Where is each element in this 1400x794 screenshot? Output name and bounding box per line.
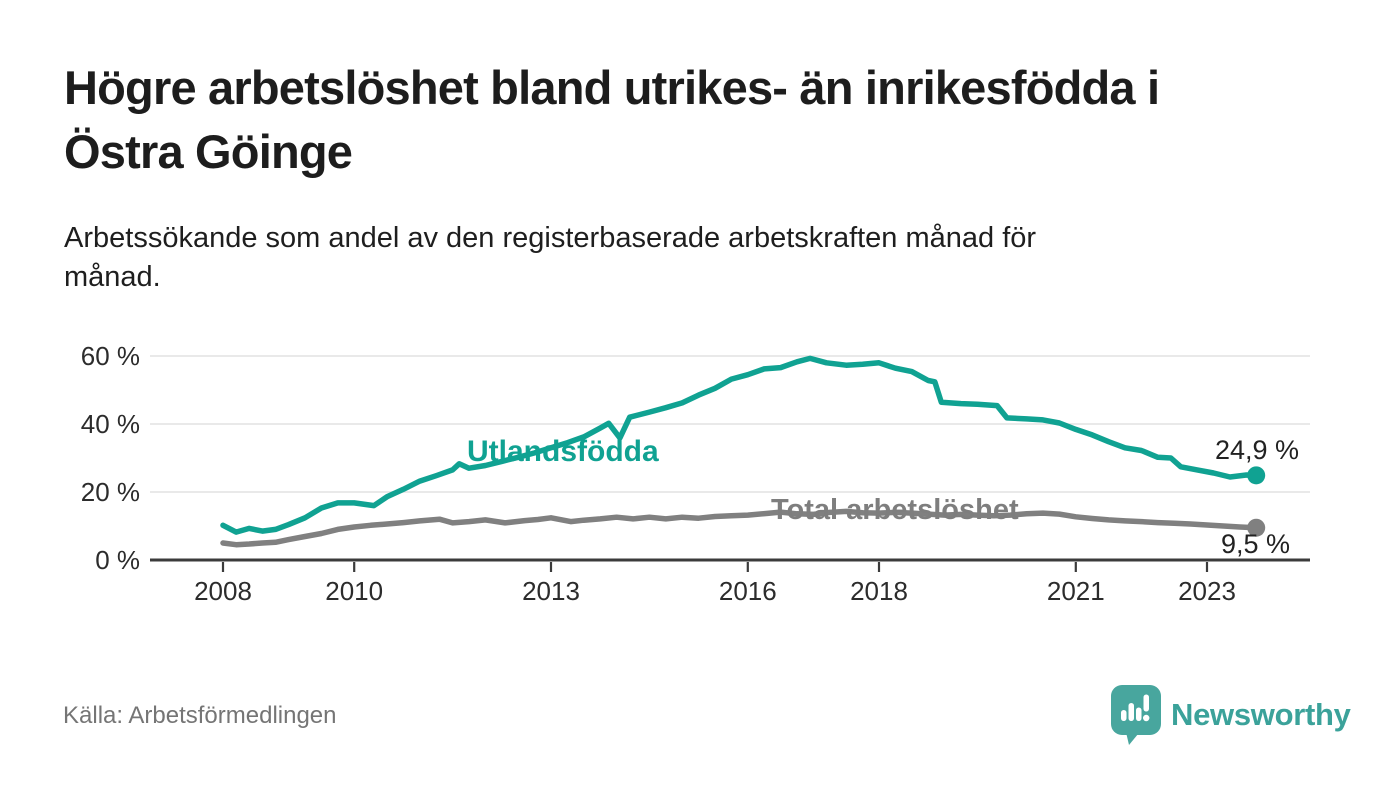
chart-subtitle-line-1: Arbetssökande som andel av den registerb…: [64, 222, 1037, 254]
page-title-line-1: Högre arbetslöshet bland utrikes- än inr…: [64, 61, 1160, 114]
x-tick-label-2008: 2008: [194, 576, 252, 606]
series-label-total-arbetsloshet: Total arbetslöshet: [771, 494, 1019, 526]
x-tick-label-2016: 2016: [719, 576, 777, 606]
newsworthy-wordmark: Newsworthy: [1171, 697, 1351, 732]
newsworthy-logo: Newsworthy: [1110, 684, 1351, 746]
page-title-line-2: Östra Göinge: [64, 125, 353, 178]
end-value-total-arbetsloshet: 9,5 %: [1221, 529, 1291, 559]
chart-subtitle-line-2: månad.: [64, 261, 161, 293]
x-tick-label-2021: 2021: [1047, 576, 1105, 606]
series-label-utlandsfodda: Utlandsfödda: [467, 435, 659, 468]
y-tick-label-60: 60 %: [81, 341, 140, 371]
y-tick-label-40: 40 %: [81, 409, 140, 439]
x-tick-label-2018: 2018: [850, 576, 908, 606]
chart-canvas: 2008 2010 2013 2016 2018 2021 2023 0 % 20 % 40 % 6…: [81, 341, 1310, 606]
y-tick-label-20: 20 %: [81, 477, 140, 507]
series-end-dot-Total arbetslöshet: [1247, 518, 1266, 537]
x-tick-label-2013: 2013: [522, 576, 580, 606]
source-note: Källa: Arbetsförmedlingen: [63, 702, 337, 729]
x-tick-label-2010: 2010: [325, 576, 383, 606]
page-title: Högre arbetslöshet bland utrikes- än inr…: [64, 56, 1354, 184]
x-tick-label-2023: 2023: [1178, 576, 1236, 606]
series-end-dot-Utlandsfödda: [1247, 466, 1266, 485]
series-line-Utlandsfödda: [220, 355, 1259, 535]
y-tick-label-0: 0 %: [95, 545, 140, 575]
newsworthy-logo-icon: [1111, 685, 1161, 745]
chart-subtitle: Arbetssökande som andel av den registerb…: [64, 219, 1354, 297]
end-value-utlandsfodda: 24,9 %: [1215, 435, 1300, 465]
series-line-Total arbetslöshet: [220, 508, 1259, 548]
